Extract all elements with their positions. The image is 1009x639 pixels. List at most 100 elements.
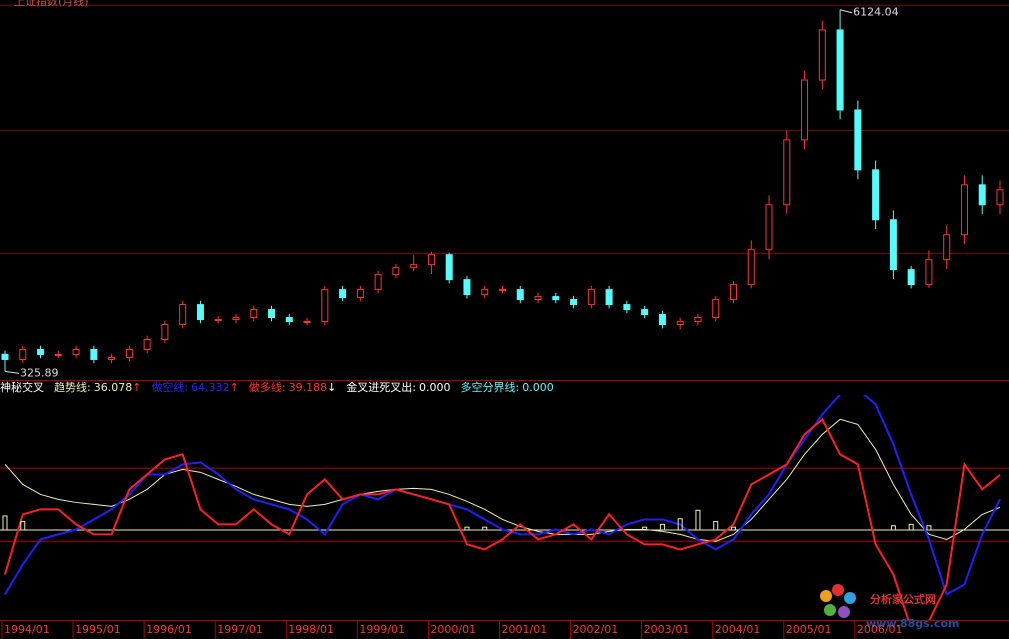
- x-tick-label: 1995/01: [75, 623, 121, 636]
- candle-body: [72, 348, 80, 355]
- candle-body: [641, 309, 649, 316]
- legend-value: 64.332: [191, 381, 230, 394]
- candle-body: [108, 356, 116, 360]
- indicator-legend: 神秘交叉 趋势线: 36.078↑ 做空线: 64.332↑ 做多线: 39.188↓ 金叉进…: [0, 380, 554, 394]
- indicator-title: 神秘交叉: [0, 380, 44, 394]
- low-label: 325.89: [20, 366, 59, 379]
- x-tick-label: 2004/01: [715, 623, 761, 636]
- annotation-leader: [4, 370, 20, 374]
- candle-body: [410, 264, 418, 269]
- candle-body: [481, 289, 489, 296]
- high-label: 6124.04: [853, 6, 899, 19]
- chart-title: 上证指数(月线): [14, 0, 89, 8]
- candle-body: [587, 289, 595, 306]
- candle-body: [499, 289, 506, 292]
- candle-body: [765, 204, 773, 251]
- signal-bar: [677, 518, 683, 531]
- candle-body: [356, 289, 364, 299]
- candle-body: [214, 319, 222, 322]
- candle-body: [658, 314, 666, 326]
- candle-body: [605, 289, 613, 306]
- candle-body: [463, 279, 471, 296]
- signal-bar: [20, 521, 26, 531]
- candle-body: [836, 29, 844, 111]
- indicator-line: [4, 418, 1001, 542]
- candle-body: [90, 348, 98, 360]
- candle-body: [232, 317, 240, 321]
- legend-value: 36.078: [94, 381, 133, 394]
- candle-body: [37, 348, 45, 355]
- indicator-panel: [0, 395, 1009, 620]
- x-tick-label: 2002/01: [573, 623, 619, 636]
- legend-value: 0.000: [419, 381, 451, 394]
- candle-body: [872, 169, 880, 221]
- x-tick-label: 1994/01: [4, 623, 50, 636]
- candle-body: [303, 321, 311, 324]
- legend-arrow: ↑: [132, 381, 141, 394]
- candle-body: [907, 269, 915, 286]
- candle-body: [978, 184, 986, 206]
- candle-body: [143, 339, 151, 350]
- indicator-line: [4, 417, 1001, 620]
- candle-body: [889, 219, 897, 271]
- signal-bar: [695, 509, 701, 531]
- signal-bar: [908, 523, 914, 531]
- legend-value: 0.000: [522, 381, 554, 394]
- x-tick-label: 1999/01: [359, 623, 405, 636]
- candle-body: [268, 309, 276, 319]
- x-tick-label: 1996/01: [146, 623, 192, 636]
- indicator-line: [4, 395, 1001, 596]
- signal-bar: [642, 526, 648, 531]
- candle-body: [125, 348, 133, 358]
- candle-body: [445, 254, 453, 281]
- candle-body: [179, 304, 187, 326]
- watermark-logo: [820, 584, 856, 618]
- candle-body: [676, 321, 684, 326]
- signal-bar: [2, 515, 8, 531]
- candle-body: [854, 109, 862, 171]
- legend-arrow: ↓: [327, 381, 336, 394]
- legend-name: 做空线:: [151, 380, 188, 394]
- candle-body: [694, 317, 702, 323]
- candle-body: [552, 296, 560, 301]
- candle-body: [250, 309, 258, 319]
- signal-bar: [464, 526, 470, 531]
- candle-body: [1, 353, 9, 360]
- candle-body: [534, 296, 542, 301]
- candle-body: [285, 317, 293, 323]
- watermark-url: www.88gs.com: [866, 617, 959, 630]
- x-tick-label: 2000/01: [430, 623, 476, 636]
- annotation-leader: [839, 9, 853, 14]
- signal-bar: [926, 525, 932, 531]
- signal-bar: [890, 525, 896, 531]
- candle-body: [196, 304, 204, 321]
- signal-bar: [482, 526, 488, 531]
- candle-body: [925, 259, 933, 286]
- x-tick-label: 1998/01: [288, 623, 334, 636]
- x-tick-label: 2005/01: [786, 623, 832, 636]
- candle-body: [516, 289, 524, 301]
- watermark-title: 分析家公式网: [870, 592, 936, 606]
- legend-name: 多空分界线:: [461, 380, 520, 394]
- legend-name: 做多线:: [249, 380, 286, 394]
- candle-body: [161, 324, 169, 341]
- candle-body: [392, 267, 400, 276]
- candle-body: [996, 189, 1004, 206]
- candle-body: [801, 79, 809, 141]
- candle-body: [19, 348, 27, 360]
- x-tick-label: 2006/01: [857, 623, 903, 636]
- x-tick-label: 1997/01: [217, 623, 263, 636]
- candle-body: [712, 299, 720, 319]
- candle-body: [623, 304, 631, 311]
- candle-body: [960, 184, 968, 236]
- signal-bar: [713, 521, 719, 531]
- candle-body: [943, 234, 951, 261]
- signal-bar: [659, 523, 665, 531]
- legend-name: 金叉进死叉出:: [346, 380, 416, 394]
- candle-body: [54, 353, 62, 356]
- candle-body: [374, 274, 382, 291]
- candle-body: [747, 249, 755, 286]
- x-tick-label: 2003/01: [644, 623, 690, 636]
